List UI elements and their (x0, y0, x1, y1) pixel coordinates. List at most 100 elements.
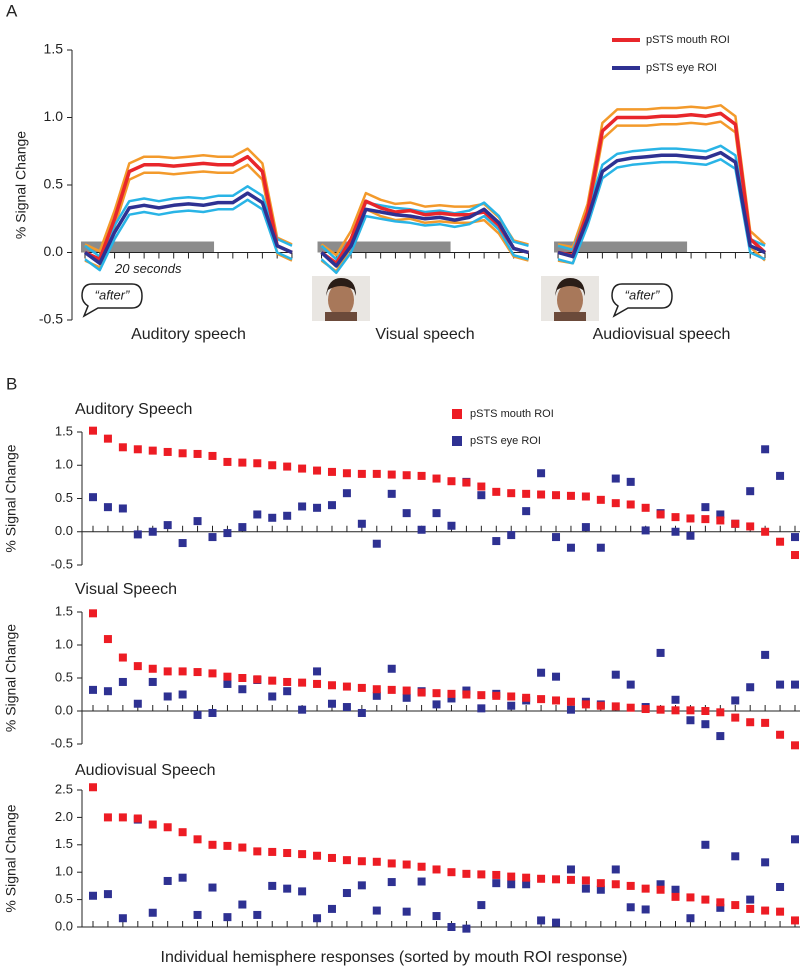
data-point (417, 471, 426, 480)
data-point (477, 704, 486, 713)
data-point (387, 489, 396, 498)
data-point (357, 469, 366, 478)
data-point (746, 522, 755, 531)
data-point (253, 675, 262, 684)
data-point (193, 449, 202, 458)
data-point (626, 703, 635, 712)
data-point (298, 705, 307, 714)
data-point (193, 668, 202, 677)
data-point (148, 908, 157, 917)
data-point (283, 849, 292, 858)
y-tick-label: 1.5 (44, 41, 64, 57)
data-point (387, 470, 396, 479)
data-point (148, 677, 157, 686)
data-point (283, 687, 292, 696)
data-point (656, 880, 665, 889)
data-point (283, 462, 292, 471)
data-point (357, 683, 366, 692)
data-point (313, 503, 322, 512)
y-tick-label: -0.5 (51, 735, 73, 750)
data-point (537, 490, 546, 499)
data-point (402, 693, 411, 702)
data-point (552, 491, 561, 500)
data-point (611, 474, 620, 483)
data-point (791, 551, 799, 560)
data-point (746, 683, 755, 692)
data-point (268, 513, 277, 522)
data-point (731, 901, 740, 910)
data-point (342, 489, 351, 498)
data-point (118, 653, 127, 662)
data-point (761, 650, 770, 659)
data-point (566, 491, 575, 500)
data-point (596, 701, 605, 710)
data-point (716, 510, 725, 519)
data-point (641, 905, 650, 914)
error-band (84, 104, 766, 257)
data-point (163, 667, 172, 676)
data-point (327, 904, 336, 913)
data-point (103, 890, 112, 899)
data-point (507, 880, 516, 889)
data-point (671, 892, 680, 901)
data-point (447, 923, 456, 931)
data-point (537, 695, 546, 704)
data-point (447, 521, 456, 530)
data-point (566, 697, 575, 706)
data-point (776, 882, 785, 891)
data-point (552, 875, 561, 884)
data-point (701, 895, 710, 904)
data-point (477, 870, 486, 879)
y-tick-label: 1.0 (55, 864, 73, 879)
data-point (208, 451, 217, 460)
data-point (223, 457, 232, 466)
data-point (566, 705, 575, 714)
data-point (133, 662, 142, 671)
data-point (611, 702, 620, 711)
legend-label: pSTS eye ROI (646, 62, 717, 74)
data-point (223, 841, 232, 850)
data-point (313, 667, 322, 676)
data-point (89, 685, 97, 694)
data-point (372, 691, 381, 700)
data-point (133, 530, 142, 539)
data-point (357, 708, 366, 717)
data-point (791, 835, 799, 844)
y-axis-label: % Signal Change (3, 624, 19, 732)
data-point (761, 906, 770, 915)
data-point (148, 820, 157, 829)
data-point (507, 692, 516, 701)
data-point (477, 901, 486, 910)
data-point (791, 533, 799, 542)
line (83, 150, 766, 268)
y-tick-label: 0.5 (55, 669, 73, 684)
data-point (253, 910, 262, 919)
data-point (776, 680, 785, 689)
condition-label: Audiovisual speech (593, 326, 731, 343)
data-point (686, 716, 695, 725)
data-point (552, 918, 561, 927)
data-point (402, 907, 411, 916)
data-point (731, 519, 740, 528)
data-point (178, 449, 187, 458)
data-point (342, 889, 351, 898)
y-axis-label: % Signal Change (3, 804, 19, 912)
data-point (522, 489, 531, 498)
data-point (357, 881, 366, 890)
data-point (402, 471, 411, 480)
data-point (462, 924, 471, 933)
data-point (581, 523, 590, 532)
data-point (641, 503, 650, 512)
data-point (701, 503, 710, 512)
data-point (552, 672, 561, 681)
data-point (193, 835, 202, 844)
speech-bubble (81, 283, 673, 318)
data-point (492, 487, 501, 496)
data-point (402, 509, 411, 518)
data-point (552, 696, 561, 705)
data-point (671, 513, 680, 522)
data-point (432, 689, 441, 698)
data-point (746, 895, 755, 904)
data-point (118, 914, 127, 923)
